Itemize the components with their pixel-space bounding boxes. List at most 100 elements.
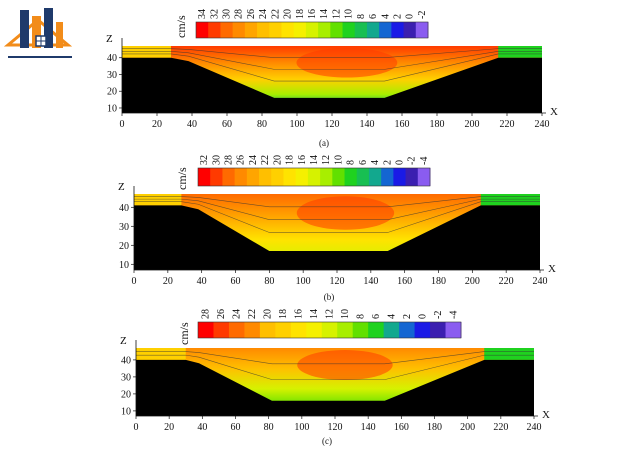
colorbar-tick-label: 12: [331, 9, 342, 19]
y-tick-label: 40: [121, 355, 131, 366]
colorbar-swatch: [307, 168, 321, 186]
colorbar-swatch: [232, 22, 246, 38]
x-tick-label: 80: [264, 276, 274, 287]
colorbar-tick-label: -2: [407, 157, 418, 165]
colorbar-swatch: [306, 322, 323, 338]
isovel-contour: [136, 351, 534, 365]
y-tick-label: 10: [121, 406, 131, 417]
x-tick-label: 200: [460, 422, 475, 433]
y-tick-label: 20: [121, 389, 131, 400]
x-tick-label: 100: [294, 422, 309, 433]
colorbar-swatch: [295, 168, 309, 186]
colorbar-tick-label: 22: [260, 155, 271, 165]
colorbar-tick-label: 8: [355, 314, 366, 319]
colorbar-swatch: [368, 322, 385, 338]
colorbar-swatch: [391, 22, 405, 38]
colorbar-swatch: [366, 22, 380, 38]
colorbar-swatch: [403, 22, 417, 38]
isovel-contour: [122, 53, 542, 82]
x-tick-label: 180: [427, 422, 442, 433]
x-tick-label: 240: [533, 276, 548, 287]
colorbar-swatch: [430, 322, 447, 338]
colorbar-tick-label: 26: [236, 155, 247, 165]
x-tick-label: 40: [197, 276, 207, 287]
colorbar-swatch: [293, 22, 307, 38]
overbank-flow-right: [480, 194, 540, 206]
x-tick-label: 80: [264, 422, 274, 433]
colorbar-swatch: [210, 168, 223, 186]
colorbar: 32 30 28 26 24 22 20 18 16 14 12 10 8 6 4 2 0 -2 -4cm/s: [175, 155, 431, 190]
x-tick-label: 200: [465, 276, 480, 287]
colorbar-tick-label: -2: [417, 11, 428, 19]
y-axis-title: Z: [120, 335, 127, 347]
overbank-flow-right: [484, 348, 534, 360]
x-tick-label: 0: [120, 119, 125, 130]
colorbar-swatch: [344, 168, 358, 186]
x-tick-label: 100: [296, 276, 311, 287]
colorbar-tick-label: 16: [294, 309, 305, 319]
isovel-contour: [134, 198, 540, 220]
x-axis-title: X: [548, 263, 556, 275]
colorbar-swatch: [281, 22, 295, 38]
colorbar-swatch: [208, 22, 221, 38]
x-tick-label: 0: [134, 422, 139, 433]
x-tick-label: 40: [187, 119, 197, 130]
y-axis-title: Z: [106, 33, 113, 45]
colorbar-swatch: [228, 322, 245, 338]
y-tick-label: 10: [119, 260, 129, 271]
colorbar-swatch: [337, 322, 354, 338]
colorbar-tick-label: 14: [309, 155, 320, 165]
colorbar-swatch: [305, 22, 319, 38]
colorbar-tick-label: 32: [209, 9, 220, 19]
x-tick-label: 120: [325, 119, 340, 130]
isovel-contour: [136, 354, 534, 380]
x-tick-label: 140: [361, 422, 376, 433]
x-tick-label: 220: [499, 276, 514, 287]
chart-panel-2: 32 30 28 26 24 22 20 18 16 14 12 10 8 6 4 2 0 -2 -4cm/s0 20…: [118, 155, 556, 302]
colorbar-tick-label: -4: [419, 157, 430, 165]
colorbar-swatch: [368, 168, 382, 186]
colorbar-swatch: [332, 168, 346, 186]
colorbar-swatch: [244, 22, 258, 38]
x-tick-label: 20: [152, 119, 162, 130]
colorbar-tick-label: -4: [448, 311, 459, 319]
y-tick-label: 30: [121, 372, 131, 383]
colorbar: 28 26 24 22 20 18 16 14 12 10 8 6 4 2 0 -2 -4cm/s: [177, 309, 462, 345]
colorbar-tick-label: 18: [285, 155, 296, 165]
colorbar-swatch: [222, 168, 236, 186]
isovel-contour: [134, 196, 540, 208]
colorbar-unit-label: cm/s: [177, 322, 191, 345]
axes: 0 20 40 60 80 100 120 140 160 180 200 220 240 10 20 30 4…: [120, 335, 550, 433]
colorbar-swatch: [321, 322, 338, 338]
colorbar-tick-label: 24: [258, 9, 269, 19]
colorbar-tick-label: 22: [270, 9, 281, 19]
x-tick-label: 60: [222, 119, 232, 130]
x-tick-label: 20: [164, 422, 174, 433]
colorbar-frame: [197, 321, 462, 339]
colorbar-swatch: [259, 322, 276, 338]
colorbar-swatch: [220, 22, 234, 38]
isovel-contour: [122, 48, 542, 58]
colorbar-tick-label: 14: [319, 9, 330, 19]
x-tick-label: 100: [290, 119, 305, 130]
x-tick-label: 220: [493, 422, 508, 433]
overbank-flow-right: [498, 46, 542, 58]
colorbar-tick-label: 18: [295, 9, 306, 19]
colorbar-tick-label: 6: [368, 14, 379, 19]
colorbar-frame: [195, 21, 429, 39]
colorbar-tick-label: 26: [216, 309, 227, 319]
colorbar-swatch: [445, 322, 462, 338]
colorbar-tick-label: 18: [278, 309, 289, 319]
x-tick-label: 120: [330, 276, 345, 287]
colorbar-swatch: [342, 22, 356, 38]
y-tick-label: 30: [107, 70, 117, 81]
isovel-contour: [122, 50, 542, 70]
panel-label: (b): [324, 292, 335, 302]
colorbar-swatch: [259, 168, 272, 186]
high-velocity-core: [296, 196, 395, 230]
overbank-flow-left: [122, 46, 171, 58]
colorbar-swatch: [257, 22, 270, 38]
overbank-flow-left: [136, 348, 186, 360]
x-tick-label: 140: [363, 276, 378, 287]
colorbar-tick-label: 2: [382, 160, 393, 165]
